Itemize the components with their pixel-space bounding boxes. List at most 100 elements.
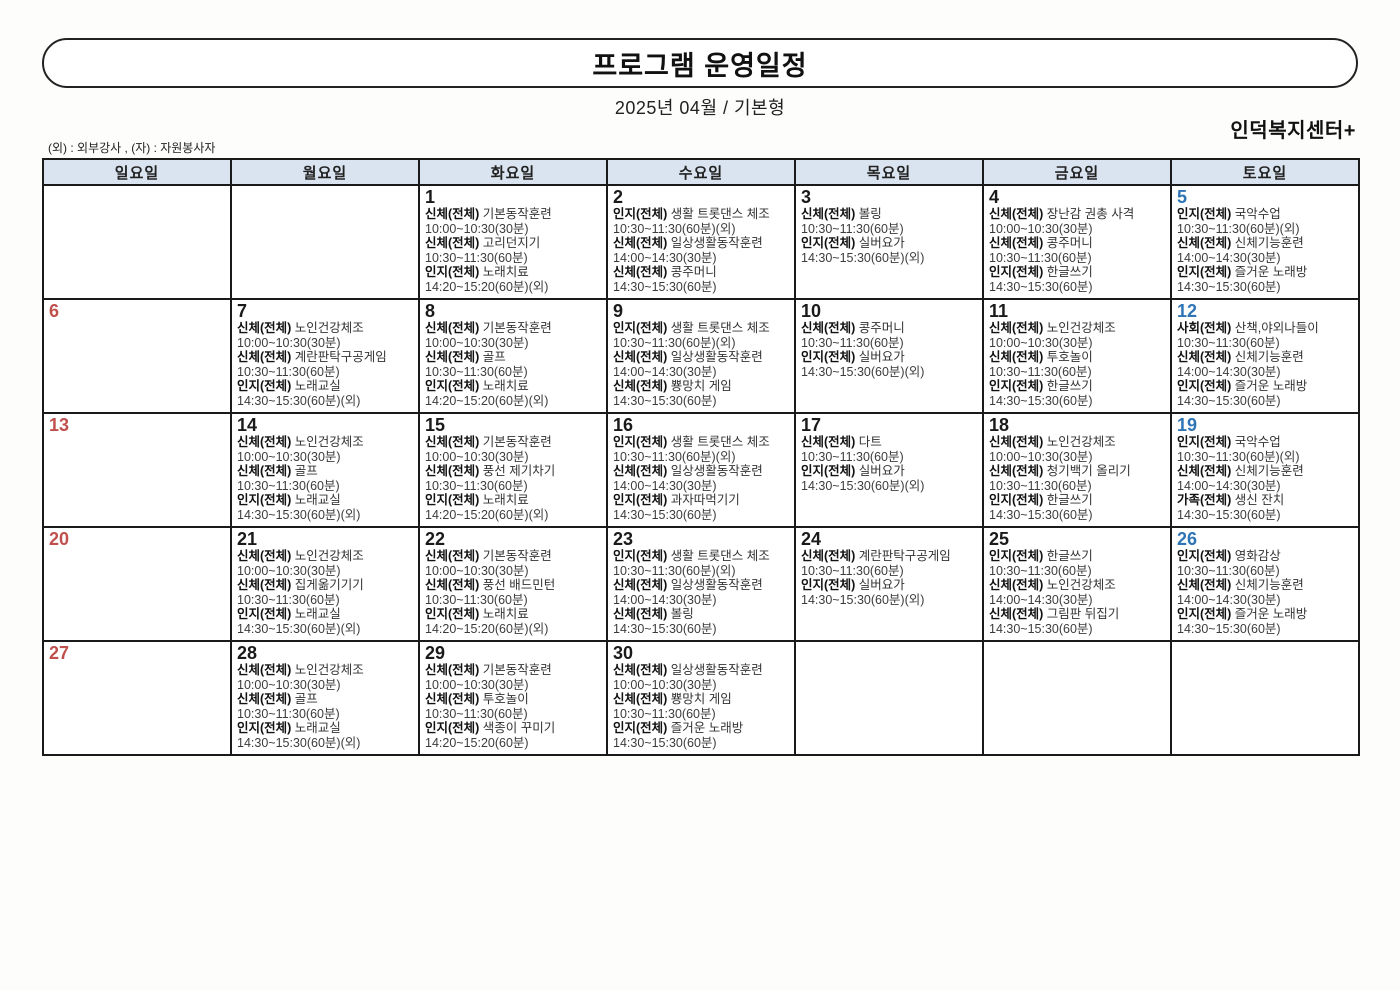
program-time: 14:30~15:30(60분)(외) [801, 364, 925, 379]
program-entry: 인지(전체) 한글쓰기 14:30~15:30(60분) [989, 265, 1166, 294]
weekday-header-weekday-화요일: 화요일 [418, 158, 608, 186]
program-title-line: 신체(전체) 투호놀이 [989, 350, 1166, 365]
day-number: 29 [425, 643, 446, 663]
program-time: 10:30~11:30(60분) [425, 478, 528, 493]
program-title-line: 신체(전체) 풍선 제기차기 [425, 464, 602, 479]
program-time: 14:30~15:30(60분)(외) [801, 478, 925, 493]
program-category: 신체(전체) [237, 321, 292, 335]
program-category: 신체(전체) [989, 435, 1044, 449]
program-name: 국악수업 [1231, 207, 1281, 221]
program-category: 신체(전체) [425, 321, 480, 335]
program-title-line: 신체(전체) 골프 [237, 692, 414, 707]
day-cell-empty [794, 640, 984, 756]
calendar-table: 일요일 월요일 화요일 수요일 목요일 금요일 토요일 1 신체(전체) 기본동작훈련 10:0… [42, 158, 1360, 756]
program-category: 인지(전체) [1177, 379, 1232, 394]
day-cell-28: 28 신체(전체) 노인건강체조 10:00~10:30(30분) 신체(전체) 골프… [230, 640, 420, 756]
program-category: 신체(전체) [425, 207, 480, 221]
program-category: 신체(전체) [1177, 236, 1232, 251]
program-entry: 인지(전체) 실버요가 14:30~15:30(60분)(외) [801, 464, 978, 493]
program-entry: 인지(전체) 노래치료 14:20~15:20(60분)(외) [425, 607, 602, 636]
program-entry: 신체(전체) 노인건강체조 10:00~10:30(30분) [989, 435, 1166, 464]
program-entry: 신체(전체) 노인건강체조 10:00~10:30(30분) [237, 321, 414, 350]
program-title-line: 인지(전체) 생활 트롯댄스 체조 [613, 321, 790, 336]
day-number: 6 [49, 301, 60, 321]
day-number: 19 [1177, 415, 1198, 435]
program-time: 14:30~15:30(60분)(외) [237, 735, 361, 750]
day-cell-25: 25 인지(전체) 한글쓰기 10:30~11:30(60분) 신체(전체) 노인건강… [982, 526, 1172, 642]
program-category: 인지(전체) [425, 493, 480, 508]
program-title-line: 인지(전체) 영화감상 [1177, 549, 1354, 564]
program-entry: 신체(전체) 일상생활동작훈련 14:00~14:30(30분) [613, 464, 790, 493]
day-cell-7: 7 신체(전체) 노인건강체조 10:00~10:30(30분) 신체(전체) 계란판… [230, 298, 420, 414]
day-number: 4 [989, 187, 1000, 207]
weekday-header-sat-토요일: 토요일 [1170, 158, 1360, 186]
program-time: 14:30~15:30(60분) [1177, 507, 1281, 522]
program-name: 노인건강체조 [1043, 435, 1116, 449]
week-row-4: 20 21 신체(전체) 노인건강체조 10:00~10:30(30분) 신체(전체) … [42, 526, 1360, 642]
program-category: 신체(전체) [425, 578, 480, 593]
program-category: 신체(전체) [237, 435, 292, 449]
program-entry: 인지(전체) 생활 트롯댄스 체조 10:30~11:30(60분)(외) [613, 321, 790, 350]
program-category: 신체(전체) [613, 379, 668, 394]
program-entry: 신체(전체) 뿅망치 게임 14:30~15:30(60분) [613, 379, 790, 408]
program-category: 가족(전체) [1177, 493, 1232, 508]
program-name: 풍선 배드민턴 [479, 578, 556, 593]
program-entry: 인지(전체) 즐거운 노래방 14:30~15:30(60분) [1177, 379, 1354, 408]
program-name: 즐거운 노래방 [1231, 379, 1308, 394]
program-name: 일상생활동작훈련 [667, 350, 763, 365]
day-cell-13: 13 [42, 412, 232, 528]
program-title-line: 신체(전체) 노인건강체조 [237, 549, 414, 564]
program-name: 즐거운 노래방 [1231, 265, 1308, 280]
program-title-line: 인지(전체) 즐거운 노래방 [1177, 379, 1354, 394]
program-name: 콩주머니 [855, 321, 905, 335]
program-time: 14:20~15:20(60분) [425, 735, 529, 750]
program-time: 14:00~14:30(30분) [613, 478, 717, 493]
program-name: 고리던지기 [479, 236, 541, 251]
program-category: 인지(전체) [425, 607, 480, 622]
program-name: 계란판탁구공게임 [855, 549, 951, 563]
program-time: 10:30~11:30(60분) [237, 364, 340, 379]
day-cell-20: 20 [42, 526, 232, 642]
program-time: 14:30~15:30(60분) [989, 621, 1093, 636]
program-name: 한글쓰기 [1043, 379, 1093, 394]
program-name: 기본동작훈련 [479, 435, 552, 449]
program-entry: 인지(전체) 즐거운 노래방 14:30~15:30(60분) [1177, 265, 1354, 294]
program-entry: 인지(전체) 노래교실 14:30~15:30(60분)(외) [237, 721, 414, 750]
program-name: 볼링 [855, 207, 882, 221]
program-time: 14:00~14:30(30분) [613, 250, 717, 265]
program-category: 신체(전체) [425, 692, 480, 707]
weekday-header-sun-일요일: 일요일 [42, 158, 232, 186]
day-cell-15: 15 신체(전체) 기본동작훈련 10:00~10:30(30분) 신체(전체) 풍선… [418, 412, 608, 528]
day-number: 23 [613, 529, 634, 549]
day-cell-empty [982, 640, 1172, 756]
program-title-line: 신체(전체) 기본동작훈련 [425, 321, 602, 336]
program-time: 14:00~14:30(30분) [613, 364, 717, 379]
program-entry: 신체(전체) 풍선 제기차기 10:30~11:30(60분) [425, 464, 602, 493]
program-name: 노인건강체조 [291, 549, 364, 563]
program-category: 인지(전체) [989, 493, 1044, 508]
program-time: 10:00~10:30(30분) [237, 677, 341, 692]
program-entry: 신체(전체) 신체기능훈련 14:00~14:30(30분) [1177, 236, 1354, 265]
program-name: 한글쓰기 [1043, 265, 1093, 280]
program-title-line: 인지(전체) 과자따먹기기 [613, 493, 790, 508]
program-category: 신체(전체) [613, 236, 668, 251]
program-title-line: 신체(전체) 일상생활동작훈련 [613, 464, 790, 479]
day-number: 3 [801, 187, 812, 207]
program-name: 실버요가 [855, 236, 905, 251]
day-cell-3: 3 신체(전체) 볼링 10:30~11:30(60분) 인지(전체) 실버요가 14:… [794, 184, 984, 300]
program-title-line: 신체(전체) 노인건강체조 [989, 435, 1166, 450]
program-title-line: 신체(전체) 콩주머니 [801, 321, 978, 336]
program-category: 신체(전체) [989, 321, 1044, 335]
program-category: 신체(전체) [801, 435, 856, 449]
week-row-2: 6 7 신체(전체) 노인건강체조 10:00~10:30(30분) 신체(전체) 계란… [42, 298, 1360, 414]
program-category: 인지(전체) [1177, 265, 1232, 280]
program-name: 집게옮기기기 [291, 578, 364, 593]
program-entry: 신체(전체) 투호놀이 10:30~11:30(60분) [989, 350, 1166, 379]
program-category: 인지(전체) [801, 236, 856, 251]
program-time: 14:00~14:30(30분) [989, 592, 1093, 607]
program-category: 신체(전체) [237, 549, 292, 563]
program-time: 10:00~10:30(30분) [237, 563, 341, 578]
program-category: 인지(전체) [613, 549, 668, 563]
program-title-line: 신체(전체) 뿅망치 게임 [613, 692, 790, 707]
program-name: 그림판 뒤집기 [1043, 607, 1120, 622]
